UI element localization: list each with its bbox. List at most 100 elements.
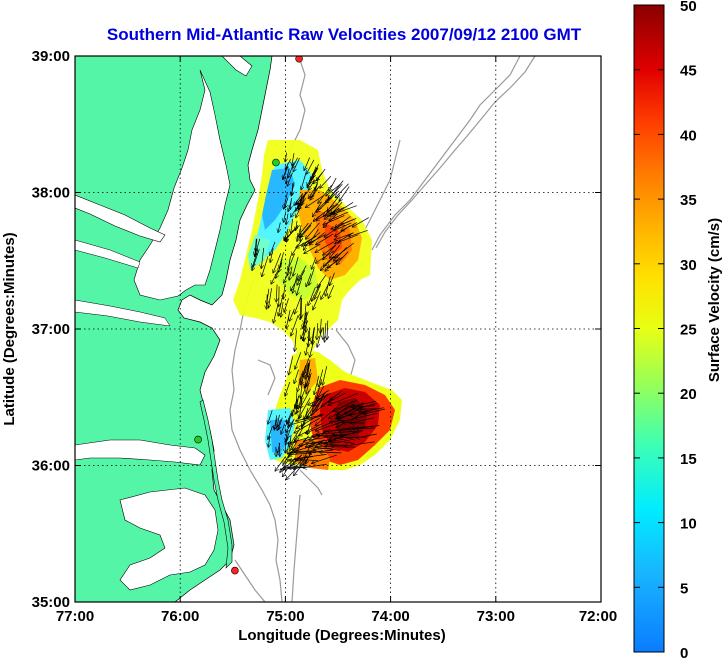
velocity-arrow [323, 244, 337, 260]
colorbar-tick-label: 25 [680, 322, 697, 339]
velocity-arrow [290, 435, 298, 450]
velocity-arrow [287, 255, 291, 275]
velocity-arrow [268, 435, 269, 447]
velocity-arrow [279, 252, 284, 268]
velocity-arrow [329, 211, 349, 220]
velocity-arrow [350, 417, 375, 424]
velocity-arrow [273, 253, 282, 273]
velocity-arrow [332, 434, 356, 441]
x-tick-label: 73:00 [477, 608, 515, 625]
velocity-arrow [283, 211, 286, 223]
velocity-arrow [320, 318, 321, 333]
colorbar-ticks [634, 4, 664, 653]
velocity-arrow [328, 393, 358, 405]
velocity-arrow [323, 255, 335, 266]
velocity-arrow [345, 441, 375, 446]
velocity-arrow [289, 266, 293, 281]
velocity-arrow [355, 425, 380, 429]
velocity-arrow [301, 171, 307, 190]
velocity-arrow [286, 468, 297, 480]
velocity-arrow [304, 157, 311, 171]
velocity-arrow [353, 217, 369, 227]
x-tick-label: 75:00 [266, 608, 304, 625]
velocity-arrow [289, 356, 294, 374]
velocity-arrow [352, 425, 374, 428]
velocity-arrow [299, 197, 307, 209]
x-axis-label: Longitude (Degrees:Minutes) [238, 627, 446, 644]
velocity-arrow [302, 407, 309, 426]
velocity-arrow [342, 423, 365, 424]
velocity-arrow [306, 338, 310, 355]
velocity-arrow [335, 225, 351, 237]
velocity-arrow [273, 304, 279, 323]
velocity-arrow [317, 323, 318, 339]
velocity-arrow [278, 222, 280, 233]
velocity-arrow [286, 436, 288, 444]
velocity-arrow [293, 157, 300, 172]
velocity-arrow [255, 238, 261, 256]
velocity-arrow [327, 256, 344, 268]
velocity-arrow [316, 390, 329, 398]
velocity-arrow [274, 418, 278, 428]
velocity-arrow [330, 391, 342, 399]
y-axis-label: Latitude (Degrees:Minutes) [1, 232, 18, 425]
velocity-arrow [357, 409, 380, 410]
velocity-arrow [291, 315, 299, 336]
velocity-arrow [316, 420, 347, 432]
velocity-arrow [295, 330, 297, 351]
velocity-arrow [268, 410, 273, 424]
velocity-arrow [328, 285, 335, 298]
colorbar-tick-label: 35 [680, 192, 697, 209]
velocity-arrow [256, 238, 257, 251]
velocity-arrow [281, 423, 285, 434]
velocity-arrow [309, 267, 315, 285]
velocity-arrow [271, 270, 278, 284]
tick-marks [75, 56, 601, 602]
velocity-arrow [270, 241, 276, 255]
velocity-arrow [306, 273, 312, 287]
velocity-arrow [339, 186, 350, 201]
velocity-arrow [252, 248, 260, 270]
y-tick-label: 37:00 [32, 321, 70, 338]
velocity-arrow [292, 157, 298, 168]
velocity-arrow [315, 241, 335, 253]
velocity-arrow [292, 153, 294, 165]
velocity-arrow [293, 256, 299, 276]
velocity-arrow [320, 175, 332, 188]
velocity-arrow [330, 244, 340, 258]
velocity-arrow [310, 228, 319, 243]
x-tick-label: 72:00 [579, 608, 617, 625]
y-tick-label: 39:00 [32, 48, 70, 65]
velocity-arrow [360, 403, 378, 407]
velocity-arrow [308, 360, 311, 377]
delaware-bay [221, 56, 253, 77]
velocity-arrow [303, 403, 314, 420]
velocity-arrow [291, 219, 293, 233]
velocity-arrow [277, 414, 279, 427]
velocity-arrow [335, 242, 355, 258]
grid-lines [75, 56, 601, 602]
velocity-arrow [312, 257, 317, 269]
velocity-arrow [359, 407, 384, 413]
velocity-arrow [279, 443, 280, 456]
velocity-arrow [310, 185, 320, 200]
velocity-arrow [294, 369, 299, 384]
velocity-arrow [289, 308, 295, 321]
velocity-arrow [312, 327, 314, 344]
velocity-arrow [294, 417, 320, 433]
velocity-arrow [301, 384, 308, 400]
velocity-arrow [297, 191, 309, 204]
velocity-arrow [303, 358, 310, 374]
velocity-arrow [295, 199, 304, 211]
velocity-arrow [301, 320, 309, 338]
colorbar-tick-label: 15 [680, 451, 697, 468]
velocity-arrow [306, 195, 324, 208]
velocity-arrow [334, 232, 354, 240]
velocity-arrow [286, 213, 288, 225]
velocity-arrow [289, 415, 323, 426]
velocity-arrow [327, 320, 328, 340]
velocity-arrow [296, 391, 297, 409]
velocity-arrow [301, 224, 312, 237]
station-marker [295, 56, 303, 63]
